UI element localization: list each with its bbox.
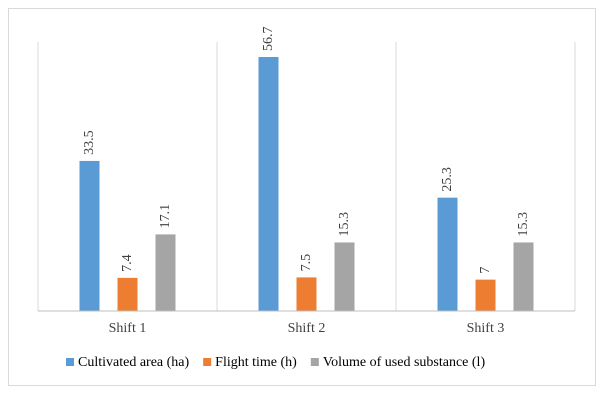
- x-tick-label: Shift 2: [288, 321, 326, 336]
- bar-2-2: [296, 277, 317, 311]
- bar-3-1: [155, 234, 176, 311]
- bar-2-3: [475, 279, 496, 311]
- data-label: 15.3: [516, 212, 531, 237]
- bar-1-2: [258, 57, 279, 311]
- data-label: 25.3: [440, 167, 455, 192]
- bar-3-2: [334, 242, 355, 311]
- legend-swatch: [203, 358, 212, 366]
- x-tick-label: Shift 3: [467, 321, 505, 336]
- legend-label: Flight time (h): [215, 355, 297, 370]
- legend: Cultivated area (ha) Flight time (h) Volum…: [66, 355, 485, 370]
- legend-label: Cultivated area (ha): [78, 355, 190, 370]
- x-tick-label: Shift 1: [109, 321, 147, 336]
- chart-frame: [8, 8, 596, 386]
- bar-2-1: [117, 277, 138, 311]
- bar-1-1: [79, 160, 100, 311]
- bar-3-3: [513, 242, 534, 311]
- bar-1-3: [437, 197, 458, 311]
- category-separators: [37, 42, 576, 311]
- legend-swatch: [66, 358, 74, 366]
- data-label: 33.5: [82, 130, 97, 155]
- bars-group: [79, 57, 534, 311]
- data-labels-group: 33.5 7.4 17.1 56.7 7.5 15.3 25.3 7 15.3: [82, 27, 531, 274]
- data-label: 15.3: [337, 212, 352, 237]
- data-label: 7.5: [299, 254, 314, 272]
- data-label: 7: [478, 267, 493, 274]
- legend-label: Volume of used substance (l): [323, 355, 486, 370]
- data-label: 17.1: [158, 204, 173, 229]
- legend-swatch: [310, 358, 319, 366]
- data-label: 7.4: [120, 254, 135, 272]
- data-label: 56.7: [261, 27, 276, 52]
- x-tick-labels: Shift 1 Shift 2 Shift 3: [109, 321, 505, 336]
